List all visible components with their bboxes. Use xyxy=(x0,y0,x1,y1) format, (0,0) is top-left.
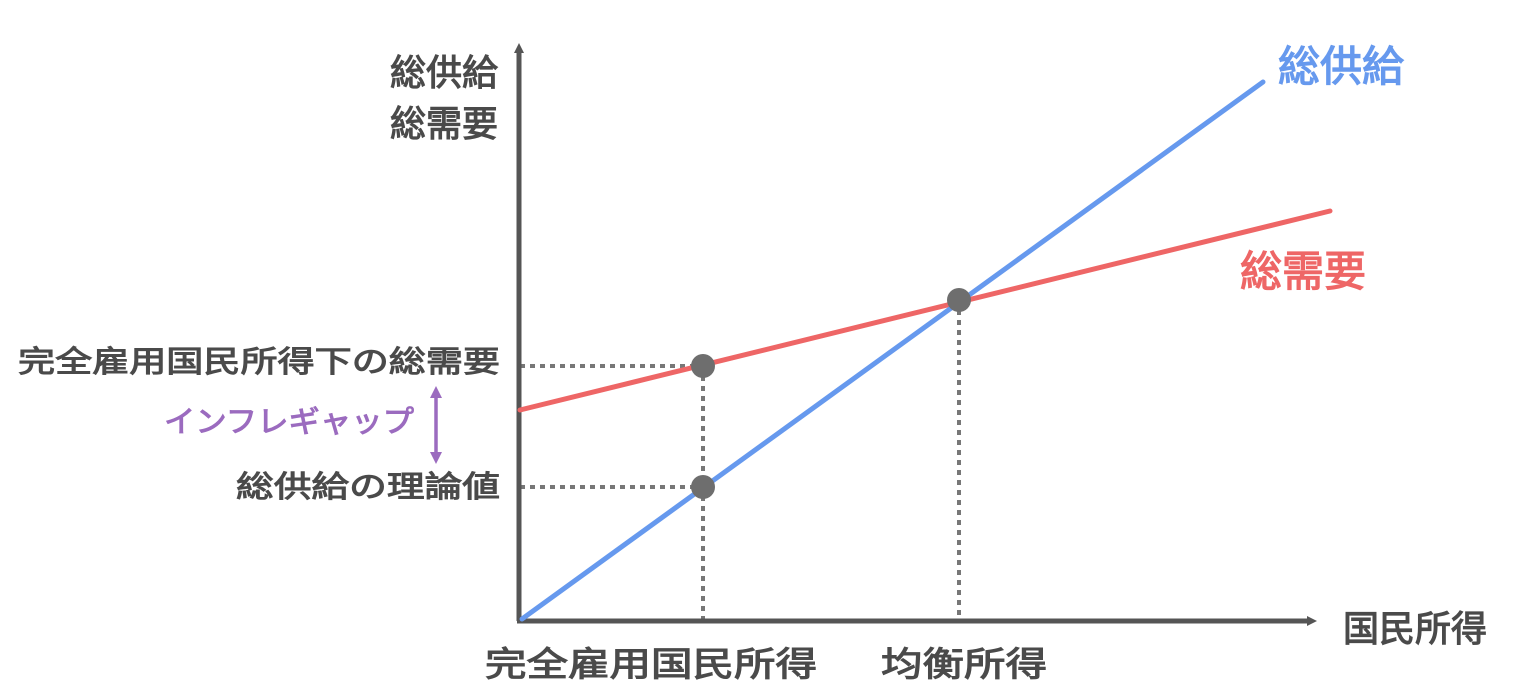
inflation-gap-label: インフレギャップ xyxy=(164,405,415,440)
full-employment-demand-label: 完全雇用国民所得下の総需要 xyxy=(18,345,500,380)
equilibrium-income-label: 均衡所得 xyxy=(881,645,1047,685)
full-employment-supply-point xyxy=(691,475,715,499)
y-axis-label-supply: 総供給 xyxy=(390,53,499,94)
points xyxy=(691,288,971,499)
supply-theoretical-label: 総供給の理論値 xyxy=(236,470,500,505)
y-axis-label-demand: 総需要 xyxy=(390,104,498,145)
aggregate-supply-line xyxy=(519,79,1266,622)
full-employment-income-label: 完全雇用国民所得 xyxy=(485,645,817,685)
demand-curve-label: 総需要 xyxy=(1240,247,1366,296)
guide-lines xyxy=(520,300,961,620)
aggregate-demand-line xyxy=(517,208,1333,413)
x-axis-label: 国民所得 xyxy=(1343,609,1487,650)
full-employment-demand-point xyxy=(691,354,715,378)
supply-curve-label: 総供給 xyxy=(1278,42,1405,91)
equilibrium-point xyxy=(947,288,971,312)
